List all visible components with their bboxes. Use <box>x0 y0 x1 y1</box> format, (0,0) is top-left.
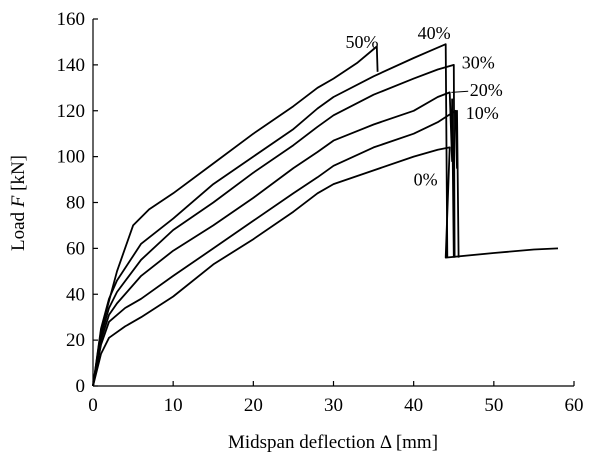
x-tick-label: 20 <box>244 395 263 416</box>
y-tick-label: 100 <box>57 147 86 168</box>
series-label-0-percent: 0% <box>414 170 438 190</box>
series-label-10-percent: 10% <box>466 103 499 123</box>
series-label-40-percent: 40% <box>418 23 451 43</box>
series-line-10-percent <box>92 109 460 387</box>
x-tick-label: 60 <box>565 395 584 416</box>
series-line-20-percent <box>92 91 455 387</box>
x-tick-label: 50 <box>484 395 503 416</box>
series-label-50-percent: 50% <box>346 32 379 52</box>
x-tick-label: 30 <box>324 395 343 416</box>
tick-layer: 0 10 20 30 40 50 60 0 20 40 60 80 100 120 140 160 <box>57 9 584 416</box>
series-line-0-percent <box>92 146 559 387</box>
series-line-40-percent <box>92 43 449 387</box>
x-tick-label: 10 <box>164 395 183 416</box>
x-tick-label: 0 <box>88 395 98 416</box>
y-tick-label: 0 <box>76 376 86 397</box>
x-axis-title: Midspan deflection Δ [mm] <box>228 432 438 453</box>
y-tick-label: 60 <box>66 238 85 259</box>
series-label-leader-20-percent <box>451 90 469 93</box>
y-axis-title-variable: F <box>8 195 29 208</box>
y-tick-label: 160 <box>57 9 86 30</box>
series-label-30-percent: 30% <box>462 53 495 73</box>
series-layer <box>92 43 559 387</box>
y-axis-title-unit: [kN] <box>8 155 29 196</box>
y-axis-title-prefix: Load <box>8 207 29 251</box>
y-tick-label: 140 <box>57 55 86 76</box>
y-tick-label: 80 <box>66 193 85 214</box>
annotation-layer: 50% 40% 30% 20% 10% 0% <box>346 23 503 190</box>
x-tick-label: 40 <box>404 395 423 416</box>
series-line-30-percent <box>92 64 456 387</box>
y-axis-title: Load F [kN] <box>8 155 29 251</box>
series-line-50-percent <box>92 45 379 387</box>
y-tick-label: 40 <box>66 284 85 305</box>
series-label-20-percent: 20% <box>470 80 503 100</box>
y-tick-label: 20 <box>66 330 85 351</box>
y-tick-label: 120 <box>57 101 86 122</box>
